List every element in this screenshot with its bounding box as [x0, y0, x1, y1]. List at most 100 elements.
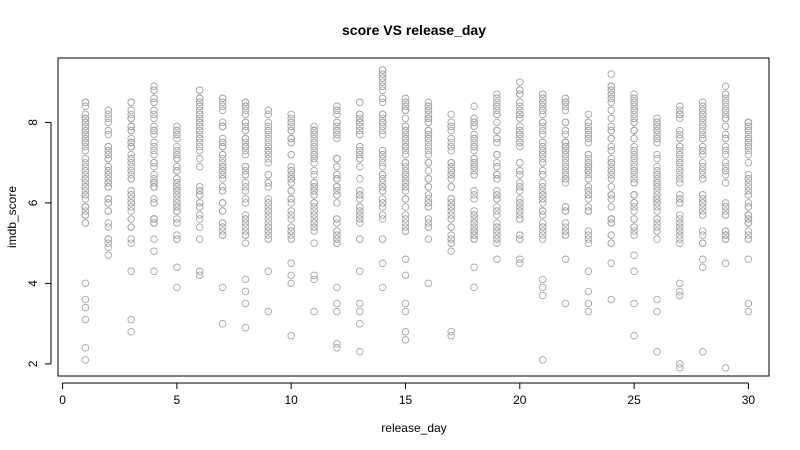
data-point: [607, 122, 616, 131]
data-point: [378, 86, 387, 94]
data-point: [516, 211, 524, 219]
data-point: [561, 299, 570, 308]
data-point: [127, 191, 135, 199]
data-point: [447, 223, 455, 231]
data-point: [516, 138, 524, 147]
data-point: [195, 183, 204, 191]
data-point: [538, 166, 547, 175]
data-point: [561, 106, 570, 115]
data-point: [538, 207, 547, 215]
data-point: [195, 114, 204, 123]
data-point: [676, 142, 684, 151]
data-point: [676, 175, 684, 183]
data-point: [287, 179, 295, 187]
data-point: [470, 263, 478, 272]
data-point: [287, 114, 295, 123]
data-point: [516, 187, 524, 195]
data-point: [516, 158, 524, 167]
data-point: [676, 130, 684, 139]
data-point: [195, 118, 204, 127]
data-point: [104, 175, 113, 183]
data-point: [584, 187, 593, 195]
data-point: [150, 122, 158, 131]
data-point: [401, 126, 410, 135]
data-point: [104, 110, 113, 119]
data-point: [173, 150, 181, 159]
data-point: [653, 295, 661, 304]
data-point: [173, 162, 181, 171]
data-point: [218, 166, 227, 175]
data-point: [264, 215, 273, 223]
data-point: [447, 126, 455, 135]
data-point: [195, 134, 204, 143]
data-point: [310, 166, 318, 175]
data-point: [470, 166, 478, 175]
data-point: [333, 118, 341, 127]
data-point: [470, 235, 478, 243]
data-point: [516, 195, 524, 203]
data-point: [561, 166, 570, 175]
data-point: [538, 146, 547, 155]
data-point: [561, 146, 570, 155]
data-point: [401, 150, 410, 159]
data-point: [104, 235, 113, 243]
data-point: [470, 187, 478, 195]
data-point: [698, 175, 707, 183]
y-axis: 2 4 6 8: [26, 119, 52, 367]
data-point: [470, 191, 478, 199]
data-point: [287, 331, 295, 340]
data-point: [264, 134, 273, 143]
data-point: [104, 207, 113, 215]
data-point: [310, 179, 318, 187]
data-point: [127, 142, 135, 151]
data-point: [310, 130, 318, 139]
y-tick-label: 4: [26, 280, 40, 287]
data-point: [81, 344, 90, 352]
data-point: [538, 191, 547, 199]
data-point: [173, 142, 181, 151]
data-point: [241, 170, 250, 179]
data-point: [447, 247, 455, 255]
data-point: [127, 150, 135, 159]
data-point: [287, 138, 295, 147]
data-point: [516, 231, 524, 239]
data-point: [630, 166, 638, 175]
data-point: [150, 175, 158, 183]
data-point: [333, 106, 341, 115]
data-point: [584, 162, 593, 171]
data-point: [218, 106, 227, 115]
data-point: [744, 215, 753, 223]
data-point: [424, 183, 433, 191]
data-point: [104, 114, 113, 123]
data-point: [584, 138, 593, 147]
data-point: [401, 162, 410, 171]
data-point: [81, 175, 90, 183]
data-point: [516, 130, 524, 139]
data-point: [127, 138, 135, 147]
data-point: [744, 146, 753, 155]
data-point: [104, 195, 113, 203]
data-point: [195, 215, 204, 223]
data-point: [584, 235, 593, 243]
data-point: [218, 154, 227, 163]
data-point: [310, 191, 318, 199]
data-point: [241, 150, 250, 159]
data-point: [470, 134, 478, 143]
data-point: [378, 126, 387, 135]
data-point: [470, 231, 478, 239]
data-point: [653, 203, 661, 211]
data-point: [584, 175, 593, 183]
data-point: [333, 239, 341, 247]
data-point: [630, 142, 638, 151]
data-point: [721, 130, 730, 139]
data-point: [401, 175, 410, 183]
data-point: [173, 215, 181, 223]
data-point: [538, 102, 547, 111]
data-point: [195, 271, 204, 280]
data-point: [424, 195, 433, 203]
data-point: [401, 219, 410, 227]
data-point: [310, 307, 318, 316]
data-point: [378, 122, 387, 131]
data-point: [493, 195, 501, 203]
